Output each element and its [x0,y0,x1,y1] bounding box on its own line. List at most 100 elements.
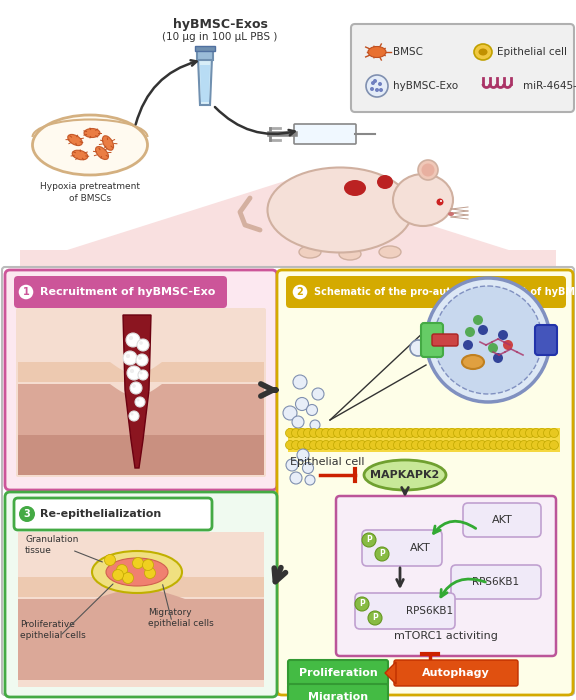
Circle shape [483,428,492,438]
Circle shape [132,384,136,388]
Circle shape [502,428,510,438]
Polygon shape [18,589,264,680]
Circle shape [507,440,517,449]
Circle shape [339,428,348,438]
FancyBboxPatch shape [14,276,227,308]
Text: MAPKAPK2: MAPKAPK2 [370,470,439,480]
Text: Proliferation: Proliferation [298,668,377,678]
FancyBboxPatch shape [277,270,573,695]
Circle shape [502,440,510,449]
Circle shape [376,428,385,438]
Circle shape [532,440,540,449]
Text: hyBMSC-Exo: hyBMSC-Exo [393,81,458,91]
Circle shape [328,428,336,438]
Circle shape [366,75,388,97]
Circle shape [339,440,348,449]
Circle shape [453,428,463,438]
Circle shape [393,428,403,438]
Circle shape [490,428,498,438]
Circle shape [381,428,391,438]
Circle shape [400,428,408,438]
Circle shape [286,440,294,449]
Bar [195,46,215,51]
Circle shape [129,411,139,421]
Circle shape [430,440,438,449]
Circle shape [388,440,396,449]
Text: Granulation
tissue: Granulation tissue [25,535,78,555]
Circle shape [460,428,468,438]
Circle shape [131,412,134,416]
FancyBboxPatch shape [451,565,541,599]
Text: Autophagy: Autophagy [422,668,490,678]
Circle shape [440,200,442,202]
Ellipse shape [92,551,182,593]
Circle shape [411,440,420,449]
Circle shape [346,428,354,438]
Text: AKT: AKT [410,543,430,553]
Circle shape [448,440,457,449]
Circle shape [381,440,391,449]
Ellipse shape [32,115,147,175]
Circle shape [460,440,468,449]
Circle shape [297,449,309,461]
Text: RPS6KB1: RPS6KB1 [472,577,520,587]
Circle shape [478,428,487,438]
Circle shape [351,428,361,438]
Circle shape [283,406,297,420]
Circle shape [292,416,304,428]
Text: Epithelial cell: Epithelial cell [290,457,365,467]
Circle shape [375,88,379,92]
Circle shape [328,440,336,449]
Circle shape [498,330,508,340]
FancyBboxPatch shape [394,660,518,686]
Ellipse shape [422,164,434,176]
Circle shape [368,611,382,625]
Circle shape [286,459,298,471]
Bar [288,428,560,452]
Text: mTORC1 activiting: mTORC1 activiting [394,631,498,641]
Circle shape [123,351,137,365]
Polygon shape [18,362,264,382]
Text: Schematic of the pro-autophagy effect of hyBMSC-Exos: Schematic of the pro-autophagy effect of… [314,287,576,297]
Circle shape [135,397,145,407]
Text: P: P [372,613,378,622]
Circle shape [129,336,133,340]
FancyBboxPatch shape [288,660,388,686]
Circle shape [346,440,354,449]
Text: 3: 3 [24,509,31,519]
FancyBboxPatch shape [463,503,541,537]
Text: AKT: AKT [492,515,513,525]
Text: (10 μg in 100 μL PBS ): (10 μg in 100 μL PBS ) [162,32,278,42]
Ellipse shape [68,134,82,146]
Ellipse shape [72,150,88,160]
Ellipse shape [364,460,446,490]
Ellipse shape [474,44,492,60]
FancyBboxPatch shape [294,124,356,144]
Circle shape [513,428,522,438]
Bar [20,250,556,266]
Text: 2: 2 [297,287,304,297]
Circle shape [472,440,480,449]
Circle shape [378,82,382,86]
Circle shape [18,284,34,300]
Circle shape [351,440,361,449]
Circle shape [312,388,324,400]
Circle shape [473,315,483,325]
Circle shape [309,428,319,438]
Polygon shape [123,315,151,468]
Circle shape [139,341,143,345]
FancyBboxPatch shape [362,530,442,566]
Circle shape [463,340,473,350]
Circle shape [465,440,475,449]
Polygon shape [385,662,396,684]
Circle shape [437,199,444,206]
FancyBboxPatch shape [14,498,212,530]
Circle shape [426,278,550,402]
Circle shape [126,333,140,347]
Circle shape [393,440,403,449]
Circle shape [321,428,331,438]
Polygon shape [18,567,264,597]
Ellipse shape [299,246,321,258]
Bar [197,50,213,60]
Circle shape [19,506,35,522]
